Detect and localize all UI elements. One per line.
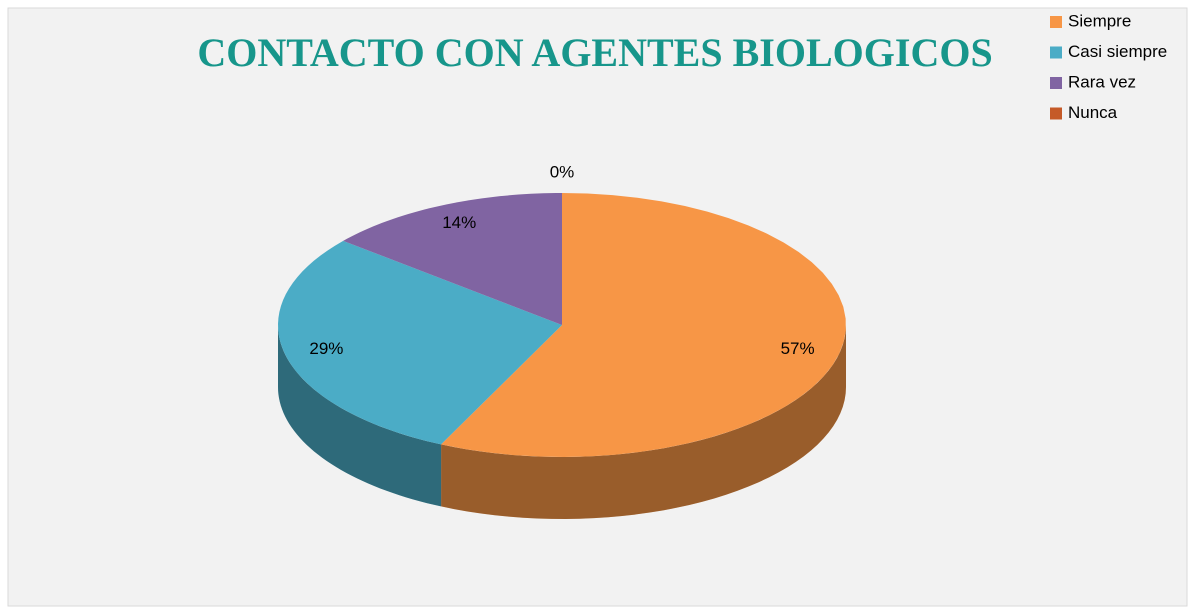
legend-swatch [1050,46,1062,59]
side-shade [278,325,442,507]
slice [441,193,846,457]
legend-label: Rara vez [1068,72,1136,91]
data-label: 57% [781,339,815,358]
legend-label: Nunca [1068,103,1118,122]
slice-side [441,325,846,519]
slice [343,193,562,325]
side-shade [441,325,846,519]
legend-label: Casi siempre [1068,42,1167,61]
legend-swatch [1050,107,1062,120]
data-label: 14% [442,213,476,232]
slice-side [278,325,442,507]
data-label: 0% [550,163,575,182]
legend-label: Siempre [1068,11,1131,30]
data-label: 29% [309,339,343,358]
legend-swatch [1050,77,1062,89]
chart-title: CONTACTO CON AGENTES BIOLOGICOS [197,30,992,75]
legend-swatch [1050,16,1062,28]
slice [278,240,562,445]
